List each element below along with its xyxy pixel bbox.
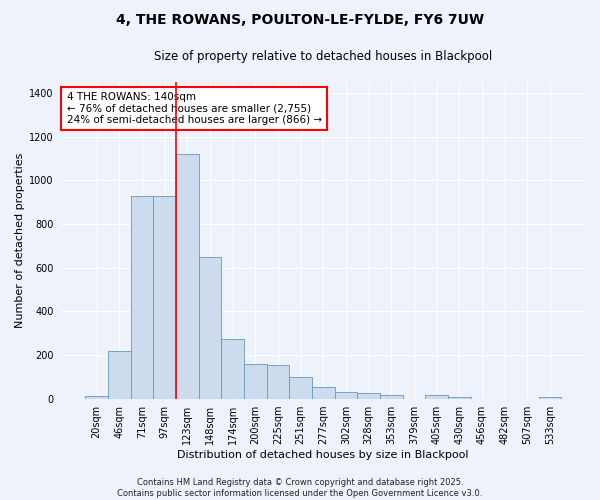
X-axis label: Distribution of detached houses by size in Blackpool: Distribution of detached houses by size … xyxy=(178,450,469,460)
Text: Contains HM Land Registry data © Crown copyright and database right 2025.
Contai: Contains HM Land Registry data © Crown c… xyxy=(118,478,482,498)
Y-axis label: Number of detached properties: Number of detached properties xyxy=(15,153,25,328)
Bar xyxy=(539,397,561,398)
Bar xyxy=(425,395,448,398)
Bar xyxy=(448,396,470,398)
Bar xyxy=(221,338,244,398)
Bar xyxy=(244,364,266,398)
Bar xyxy=(266,365,289,398)
Bar xyxy=(312,386,335,398)
Text: 4, THE ROWANS, POULTON-LE-FYLDE, FY6 7UW: 4, THE ROWANS, POULTON-LE-FYLDE, FY6 7UW xyxy=(116,12,484,26)
Bar xyxy=(357,393,380,398)
Bar xyxy=(108,350,131,399)
Bar xyxy=(199,257,221,398)
Bar xyxy=(289,377,312,398)
Bar xyxy=(176,154,199,398)
Bar xyxy=(131,196,153,398)
Bar xyxy=(335,392,357,398)
Bar xyxy=(380,396,403,398)
Text: 4 THE ROWANS: 140sqm
← 76% of detached houses are smaller (2,755)
24% of semi-de: 4 THE ROWANS: 140sqm ← 76% of detached h… xyxy=(67,92,322,125)
Title: Size of property relative to detached houses in Blackpool: Size of property relative to detached ho… xyxy=(154,50,493,63)
Bar xyxy=(153,196,176,398)
Bar xyxy=(85,396,108,398)
